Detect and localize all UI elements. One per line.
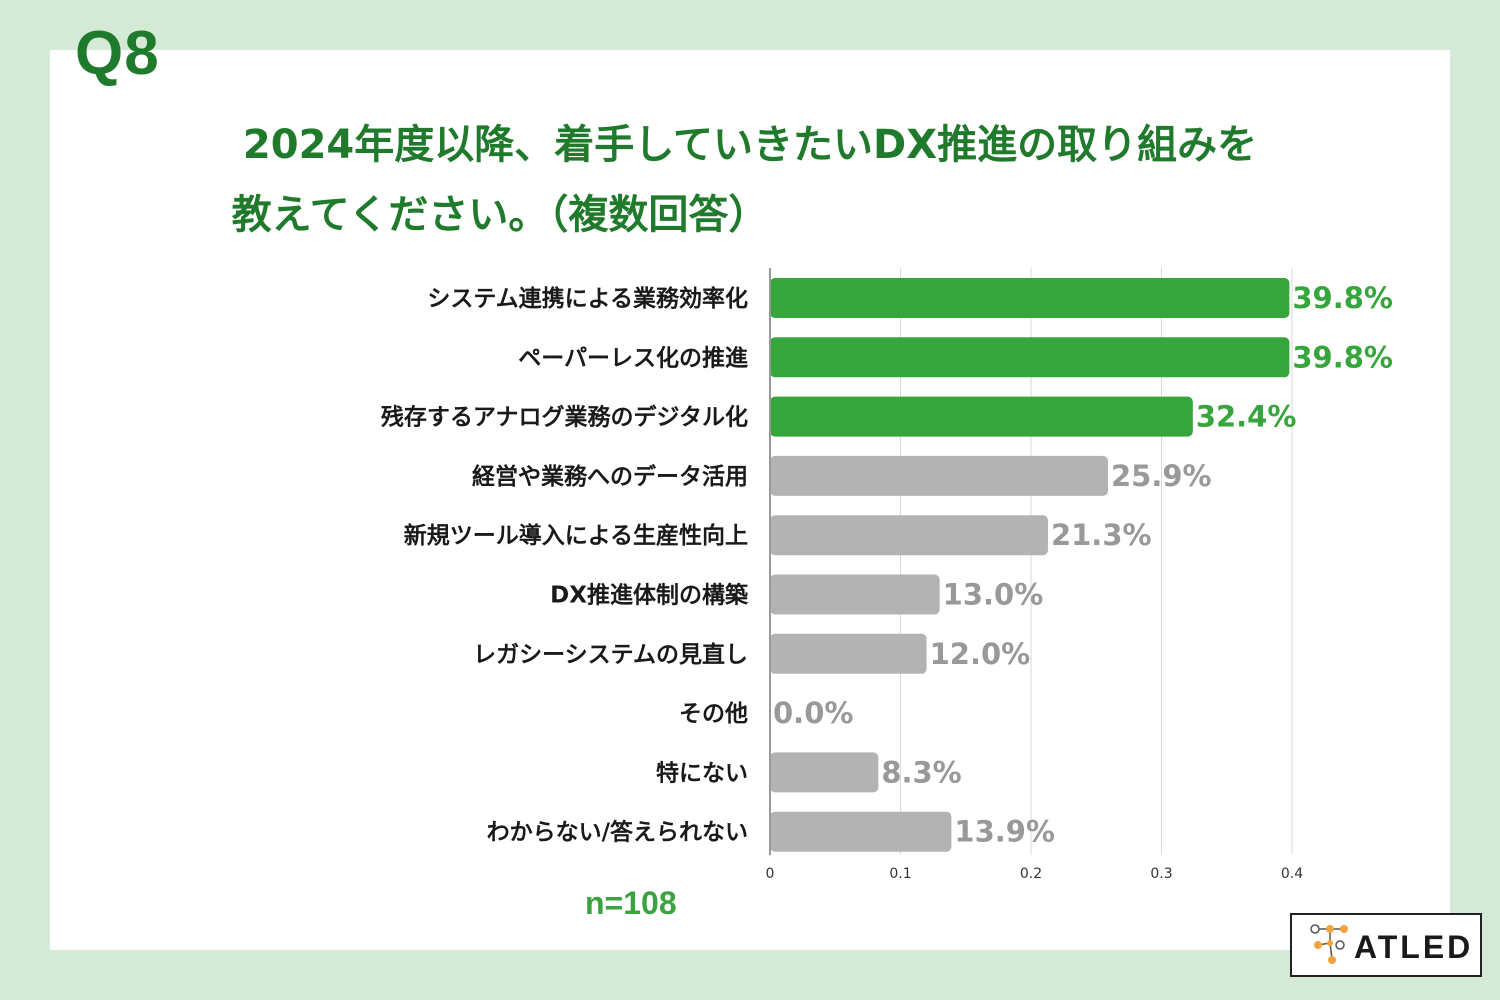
value-label: 0.0% [773,696,853,730]
x-tick-label: 0 [766,866,775,882]
value-labels: 39.8% 39.8% 32.4% 25.9% 21.3%13.0% 12.0% 0.0% 8… [773,281,1393,849]
chart-title-line-2: 教えてください。（複数回答） [231,192,769,238]
value-label: 13.9% [954,815,1055,849]
bar [770,337,1290,378]
value-label: 25.9% [1111,459,1212,493]
x-axis-ticks: 0 0.1 0.2 0.3 0.4 [766,866,1304,882]
chart-card [50,50,1450,950]
category-label: わからない/答えられない [487,819,748,846]
bars [770,278,1290,852]
category-labels: システム連携による業務効率化ペーパーレス化の推進残存するアナログ業務のデジタル化… [381,285,749,846]
category-label: レガシーシステムの見直し [473,641,748,668]
category-label: システム連携による業務効率化 [427,285,748,312]
category-label: DX推進体制の構築 [550,582,749,609]
bar [770,396,1193,437]
category-label: 特にない [656,760,748,786]
bar [770,811,952,852]
x-tick-label: 0.3 [1150,866,1172,882]
atled-logo: ATLED [1290,913,1482,977]
x-tick-label: 0.4 [1281,866,1303,882]
category-label: その他 [679,701,748,727]
value-label: 8.3% [881,755,961,789]
category-label: 残存するアナログ業務のデジタル化 [381,404,748,431]
bar [770,633,927,674]
value-label: 13.0% [943,578,1044,612]
chart-title-line-1: 2024年度以降、着手していきたいDX推進の取り組みを [242,122,1258,168]
category-label: ペーパーレス化の推進 [518,344,748,371]
value-label: 39.8% [1292,281,1393,315]
value-label: 12.0% [930,637,1031,671]
bar [770,752,879,793]
sample-size: n=108 [585,885,677,921]
logo-mark-icon [1310,924,1348,964]
bar [770,515,1048,556]
question-number: Q8 [75,19,160,88]
bar [770,455,1108,496]
value-label: 32.4% [1196,400,1297,434]
x-tick-label: 0.1 [889,866,911,882]
bar [770,278,1290,318]
category-label: 経営や業務へのデータ活用 [472,463,748,490]
x-tick-label: 0.2 [1020,866,1042,882]
logo-text: ATLED [1354,929,1474,965]
value-label: 21.3% [1051,518,1152,552]
category-label: 新規ツール導入による生産性向上 [404,522,748,549]
value-label: 39.8% [1292,340,1393,374]
bar [770,574,940,615]
